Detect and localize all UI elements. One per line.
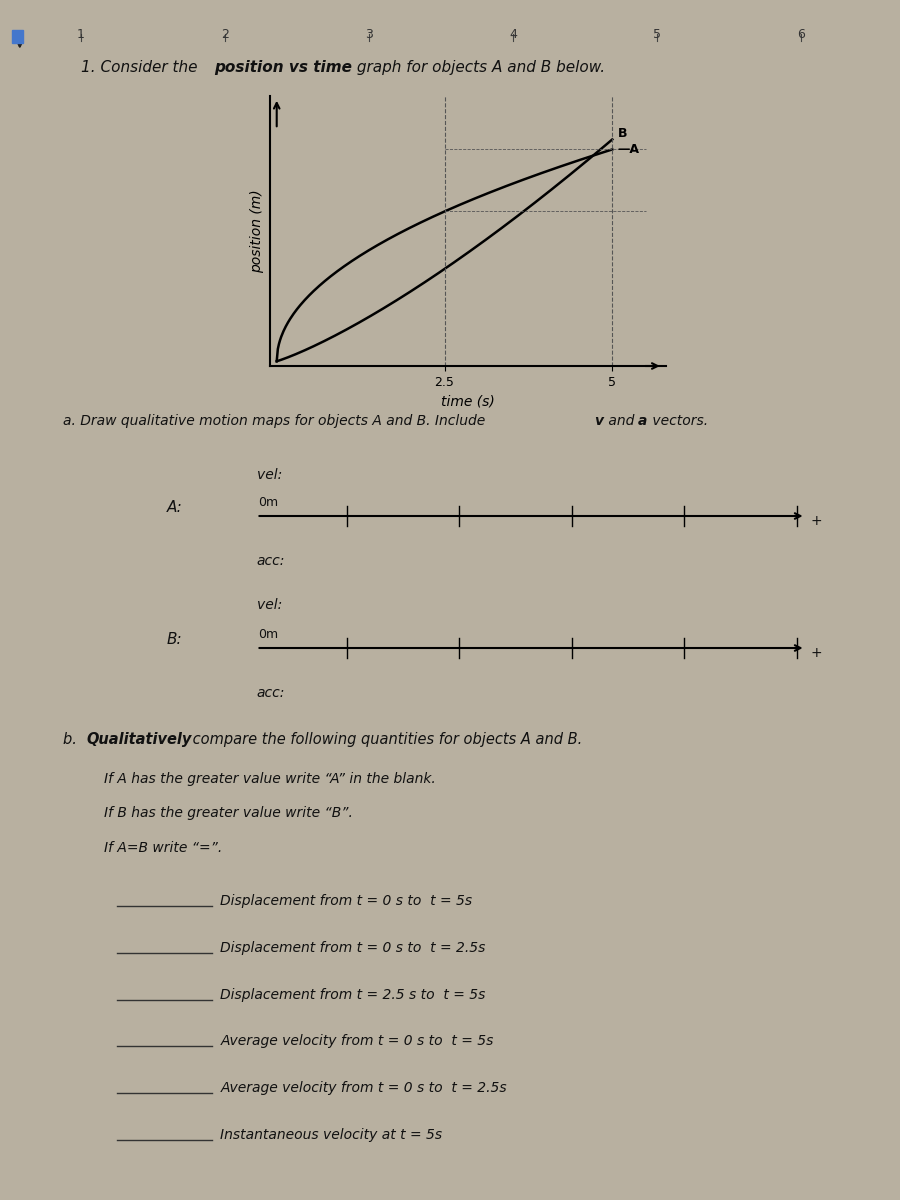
Text: position vs time: position vs time bbox=[214, 60, 352, 74]
Text: 0m: 0m bbox=[258, 496, 278, 509]
Text: compare the following quantities for objects A and B.: compare the following quantities for obj… bbox=[188, 732, 582, 746]
Text: acc:: acc: bbox=[256, 686, 285, 701]
Text: a. Draw qualitative motion maps for objects A and B. Include: a. Draw qualitative motion maps for obje… bbox=[63, 414, 490, 428]
Text: Displacement from t = 0 s to  t = 5s: Displacement from t = 0 s to t = 5s bbox=[220, 894, 472, 908]
Text: vel:: vel: bbox=[256, 468, 282, 482]
Text: —A: —A bbox=[617, 143, 640, 156]
Text: Displacement from t = 2.5 s to  t = 5s: Displacement from t = 2.5 s to t = 5s bbox=[220, 988, 486, 1002]
Text: v: v bbox=[594, 414, 603, 428]
Text: +: + bbox=[811, 646, 823, 660]
Text: 6: 6 bbox=[797, 28, 805, 41]
Text: vel:: vel: bbox=[256, 598, 282, 612]
Text: If A has the greater value write “A” in the blank.: If A has the greater value write “A” in … bbox=[104, 772, 436, 786]
Text: and: and bbox=[604, 414, 639, 428]
Text: 0m: 0m bbox=[258, 628, 278, 641]
Y-axis label: position (m): position (m) bbox=[250, 190, 265, 272]
Text: 2: 2 bbox=[221, 28, 229, 41]
Bar bbox=[12, 30, 23, 43]
Text: 1. Consider the: 1. Consider the bbox=[81, 60, 202, 74]
Text: A:: A: bbox=[166, 500, 182, 516]
Text: +: + bbox=[811, 514, 823, 528]
Text: Instantaneous velocity at t = 5s: Instantaneous velocity at t = 5s bbox=[220, 1128, 443, 1142]
Text: 1: 1 bbox=[77, 28, 85, 41]
Text: If B has the greater value write “B”.: If B has the greater value write “B”. bbox=[104, 806, 353, 821]
Text: graph for objects A and B below.: graph for objects A and B below. bbox=[352, 60, 605, 74]
Text: Displacement from t = 0 s to  t = 2.5s: Displacement from t = 0 s to t = 2.5s bbox=[220, 941, 486, 955]
Text: Average velocity from t = 0 s to  t = 2.5s: Average velocity from t = 0 s to t = 2.5… bbox=[220, 1081, 507, 1096]
Text: vectors.: vectors. bbox=[648, 414, 708, 428]
Text: Qualitatively: Qualitatively bbox=[86, 732, 192, 746]
Text: a: a bbox=[638, 414, 647, 428]
Text: Average velocity from t = 0 s to  t = 5s: Average velocity from t = 0 s to t = 5s bbox=[220, 1034, 494, 1049]
Text: If A=B write “=”.: If A=B write “=”. bbox=[104, 841, 221, 856]
Text: b.: b. bbox=[63, 732, 82, 746]
Text: B: B bbox=[617, 127, 627, 140]
Text: B:: B: bbox=[166, 632, 182, 647]
Text: acc:: acc: bbox=[256, 554, 285, 569]
Text: 3: 3 bbox=[365, 28, 373, 41]
X-axis label: time (s): time (s) bbox=[441, 395, 495, 408]
Text: 4: 4 bbox=[509, 28, 517, 41]
Text: 5: 5 bbox=[653, 28, 661, 41]
